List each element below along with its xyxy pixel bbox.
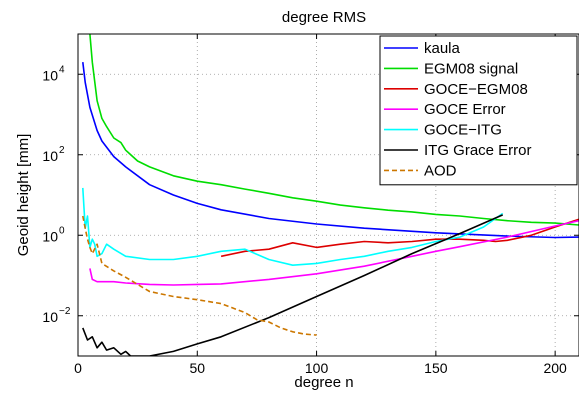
y-axis-title: Geoid height [mm] <box>15 134 32 257</box>
plot-frame <box>77 33 579 357</box>
y-tick-exponent: 2 <box>59 145 65 156</box>
series-line-aod <box>82 215 317 336</box>
series-line-itg-grace-error <box>82 214 504 356</box>
legend-label: GOCE Error <box>424 101 506 118</box>
series-line-goce-egm08 <box>220 218 579 258</box>
y-tick-exponent: −2 <box>59 306 71 317</box>
legend-label: GOCE−EGM08 <box>424 81 528 98</box>
x-tick-label: 0 <box>74 360 82 376</box>
x-tick-label: 100 <box>305 360 329 376</box>
x-tick-label: 200 <box>543 360 567 376</box>
series-line-egm08-signal <box>89 34 579 226</box>
legend-label: EGM08 signal <box>424 60 518 77</box>
y-tick-label: 10 <box>42 228 58 244</box>
series-line-goce-error <box>89 219 579 286</box>
legend-label: GOCE−ITG <box>424 122 502 139</box>
y-tick-label: 10 <box>42 309 58 325</box>
grid <box>78 34 579 356</box>
y-tick-label: 10 <box>42 148 58 164</box>
x-tick-label: 50 <box>189 360 205 376</box>
y-tick-exponent: 4 <box>59 64 65 75</box>
y-tick-label: 10 <box>42 67 58 83</box>
plot-lines <box>82 34 579 356</box>
legend-box <box>379 35 578 186</box>
series-line-goce-itg <box>82 187 504 267</box>
legend: kaula EGM08 signal GOCE−EGM08 GOCE Error GOC… <box>379 35 578 186</box>
legend-label: ITG Grace Error <box>424 142 532 159</box>
series-line-kaula <box>82 62 579 239</box>
y-tick-exponent: 0 <box>59 225 65 236</box>
legend-label: kaula <box>424 40 461 57</box>
x-axis-title: degree n <box>294 374 353 391</box>
legend-label: AOD <box>424 162 457 179</box>
chart-title: degree RMS <box>282 9 366 26</box>
x-tick-label: 150 <box>424 360 448 376</box>
x-axis-ticks: 0 50 100 150 200 <box>74 34 567 376</box>
